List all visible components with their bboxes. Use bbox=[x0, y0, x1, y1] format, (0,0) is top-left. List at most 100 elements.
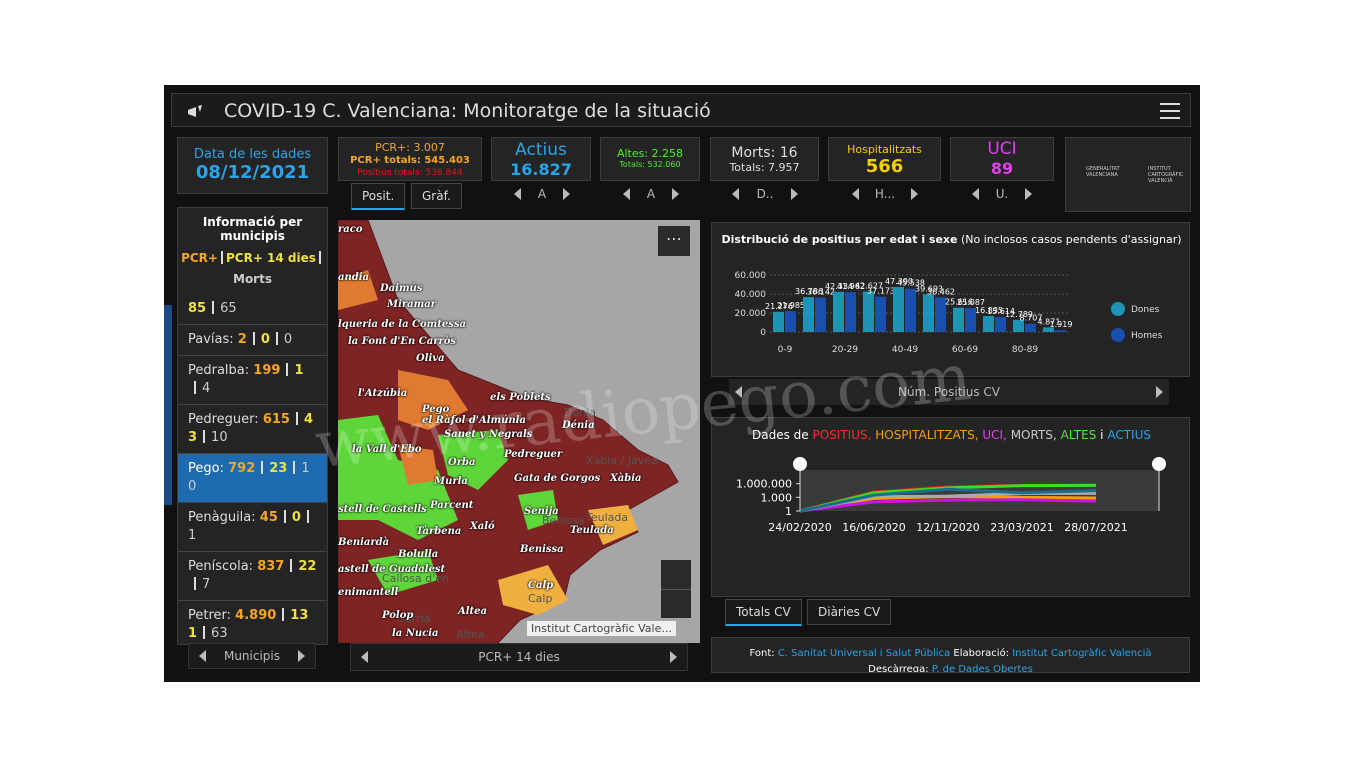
bar bbox=[983, 316, 994, 332]
municipality-value: 10 bbox=[188, 461, 310, 494]
data-label: 42.334 bbox=[825, 282, 853, 291]
municipality-value: 7 bbox=[202, 577, 211, 592]
data-label: 36.142 bbox=[807, 288, 835, 297]
tab[interactable]: Gràf. bbox=[411, 183, 462, 209]
legend-swatch bbox=[1111, 328, 1125, 342]
map-label: l'Atzúbia bbox=[358, 388, 408, 399]
municipality-value: 4 bbox=[202, 381, 211, 396]
x-tick-label: 24/02/2020 bbox=[768, 521, 831, 534]
time-chart-title: Dades de POSITIUS, HOSPITALITZATS, UCI, … bbox=[712, 428, 1191, 442]
footer-label: Font: bbox=[749, 648, 775, 659]
map-menu-button[interactable]: ⋯ bbox=[658, 226, 690, 256]
menu-button[interactable] bbox=[1160, 102, 1180, 120]
header-bar: COVID-19 C. Valenciana: Monitoratge de l… bbox=[171, 93, 1191, 127]
card-nav[interactable]: D.. bbox=[732, 187, 798, 201]
map-nav[interactable]: PCR+ 14 dies bbox=[350, 643, 688, 671]
map-label: lqueria de la Comtessa bbox=[338, 319, 466, 330]
footer-label: Descàrrega: bbox=[868, 664, 929, 673]
map-label: els Poblets bbox=[490, 392, 551, 403]
map-label: la Vall d'Ebo bbox=[352, 444, 422, 455]
municipality-value: 2 bbox=[237, 332, 247, 347]
separator bbox=[194, 381, 196, 394]
card-nav[interactable]: A bbox=[623, 187, 679, 201]
map-label: Polop bbox=[382, 610, 414, 621]
app-icon bbox=[188, 105, 202, 117]
separator bbox=[282, 608, 285, 621]
dashboard: COVID-19 C. Valenciana: Monitoratge de l… bbox=[164, 85, 1200, 682]
municipality-value: 23 bbox=[269, 461, 288, 476]
data-label: 25.616 bbox=[945, 298, 973, 307]
hospital-label: Hospitalitzats bbox=[847, 143, 922, 156]
series-line bbox=[799, 487, 1097, 513]
data-label: 36.462 bbox=[927, 287, 955, 296]
zoom-control[interactable] bbox=[661, 560, 691, 618]
bar bbox=[845, 292, 856, 332]
bar bbox=[953, 307, 964, 332]
active-label: Actius bbox=[515, 140, 567, 160]
slider-handle[interactable] bbox=[1152, 457, 1166, 471]
pcr-today: PCR+: 3.007 bbox=[375, 141, 445, 154]
data-label: 1.919 bbox=[1050, 320, 1073, 329]
map-label: Miramar bbox=[387, 299, 436, 310]
bar bbox=[803, 297, 814, 332]
municipality-value: 792 bbox=[228, 461, 256, 476]
bar bbox=[965, 308, 976, 332]
municipality-list: 85 65 Pavías: 2 0 0 Pedralba: 199 14 Pedreguer:… bbox=[178, 294, 327, 644]
municipality-row: Petrer: 4.890 131 63 bbox=[178, 601, 327, 644]
map-label: Senija bbox=[524, 506, 559, 517]
municipality-name: Pego: bbox=[188, 461, 224, 476]
bar bbox=[995, 317, 1006, 332]
map-label: Altea bbox=[458, 606, 488, 617]
card-nav[interactable]: H... bbox=[852, 187, 918, 201]
title-part: POSITIUS, bbox=[812, 428, 872, 442]
bar bbox=[863, 291, 874, 332]
tab[interactable]: Posit. bbox=[351, 183, 406, 210]
separator bbox=[293, 461, 296, 474]
age-chart-nav[interactable]: Núm. Positius CV bbox=[729, 379, 1169, 405]
deaths-today: Morts: 16 bbox=[731, 145, 798, 161]
map[interactable]: raco andia Daimús Miramar lqueria de la Comt… bbox=[338, 220, 700, 643]
map-label: Callosa d'en bbox=[382, 572, 449, 585]
legend-label: Homes bbox=[1131, 331, 1163, 341]
x-tick-label: 40-49 bbox=[892, 345, 918, 355]
map-label: Daimús bbox=[380, 283, 423, 294]
title-part: ALTES bbox=[1060, 428, 1097, 442]
nav-label: Núm. Positius CV bbox=[898, 385, 1000, 399]
separator bbox=[306, 510, 309, 523]
municipality-panel: Informació per municipis PCR+ PCR+ 14 die… bbox=[177, 207, 328, 645]
y-tick-label: 20.000 bbox=[735, 309, 767, 319]
nav-label: U. bbox=[995, 187, 1009, 201]
map-label: Sanet y Negrals bbox=[444, 429, 533, 440]
x-tick-label: 28/07/2021 bbox=[1064, 521, 1127, 534]
tab[interactable]: Totals CV bbox=[725, 599, 802, 626]
source-link[interactable]: P. de Dades Obertes bbox=[931, 664, 1033, 673]
bar bbox=[923, 294, 934, 332]
municipality-value: 0 bbox=[260, 332, 270, 347]
deaths-card: Morts: 16 Totals: 7.957 bbox=[710, 137, 819, 181]
map-label: stell de Castells bbox=[338, 504, 427, 515]
separator bbox=[275, 332, 278, 345]
list-legend: PCR+ PCR+ 14 dies Morts bbox=[178, 248, 327, 290]
map-label: Xaló bbox=[470, 521, 495, 532]
card-nav[interactable]: U. bbox=[972, 187, 1032, 201]
legend-label: Dones bbox=[1131, 305, 1160, 315]
map-label: Pego bbox=[422, 404, 450, 415]
separator bbox=[283, 510, 286, 523]
bar bbox=[875, 296, 886, 332]
x-tick-label: 23/03/2021 bbox=[990, 521, 1053, 534]
slider-handle[interactable] bbox=[793, 457, 807, 471]
data-label: 39.693 bbox=[915, 284, 943, 293]
source-link[interactable]: Institut Cartogràfic Valencià bbox=[1012, 648, 1152, 659]
bar bbox=[905, 288, 916, 332]
deaths-total: Totals: 7.957 bbox=[729, 161, 800, 174]
card-nav[interactable]: A bbox=[514, 187, 570, 201]
side-handle[interactable] bbox=[164, 305, 172, 505]
logo-panel: GENERALITAT VALENCIANA INSTITUT CARTOGRÀ… bbox=[1065, 137, 1191, 212]
data-label: 15.614 bbox=[987, 307, 1015, 316]
hospital-value: 566 bbox=[865, 156, 904, 177]
list-nav[interactable]: Municipis bbox=[188, 643, 316, 669]
source-link[interactable]: C. Sanitat Universal i Salut Pública bbox=[777, 648, 951, 659]
tab[interactable]: Diàries CV bbox=[807, 599, 892, 625]
map-label: Parcent bbox=[430, 500, 474, 511]
